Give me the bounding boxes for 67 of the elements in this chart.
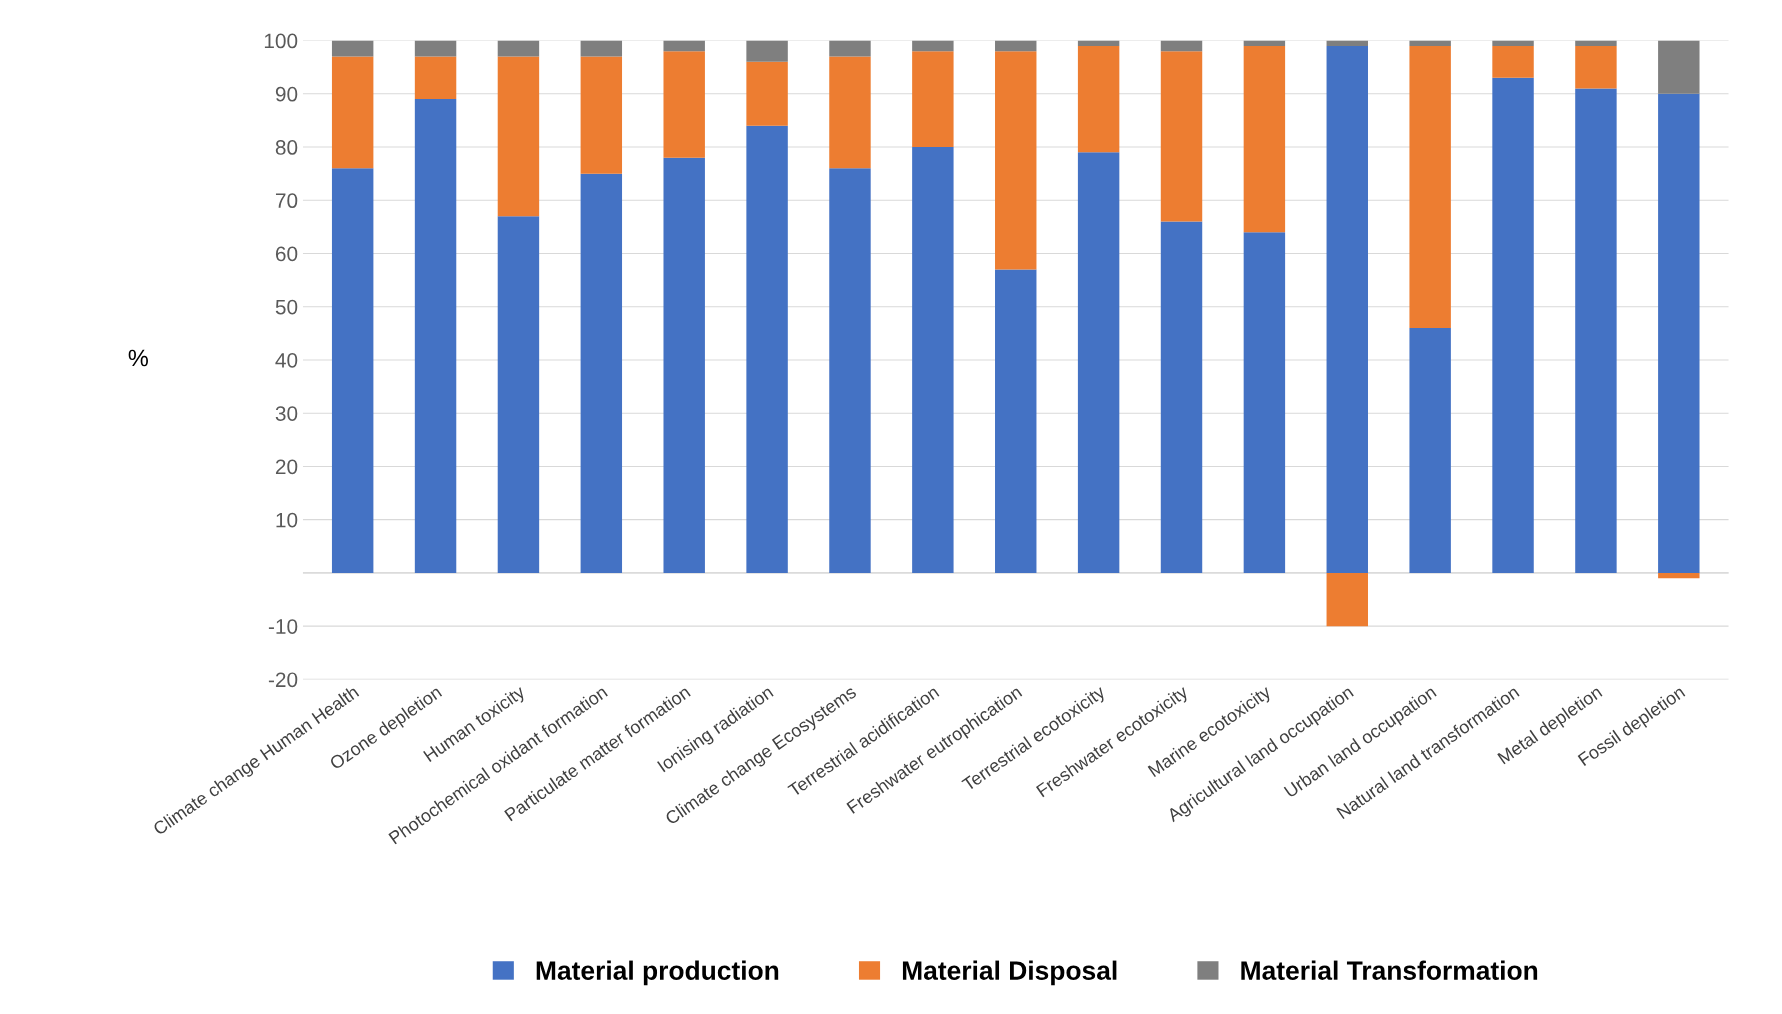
bar bbox=[1243, 45, 1286, 233]
bar bbox=[1409, 40, 1451, 46]
bar bbox=[331, 40, 374, 57]
bar bbox=[995, 40, 1037, 52]
bar bbox=[1492, 40, 1534, 46]
bar bbox=[1492, 45, 1534, 78]
bar bbox=[580, 40, 623, 57]
legend-label: Material production bbox=[536, 960, 779, 986]
bar bbox=[1077, 40, 1120, 46]
bar bbox=[746, 61, 788, 126]
bar bbox=[663, 40, 705, 52]
bar bbox=[1077, 45, 1120, 153]
bar bbox=[1575, 88, 1617, 573]
bar bbox=[829, 40, 871, 57]
bar bbox=[1243, 232, 1286, 573]
bar bbox=[995, 51, 1037, 270]
bar bbox=[1077, 152, 1120, 573]
bar bbox=[497, 40, 540, 57]
y-tick-label: 70 bbox=[275, 193, 298, 209]
bar bbox=[580, 173, 623, 573]
y-tick-label: 90 bbox=[275, 86, 298, 102]
bar bbox=[912, 147, 954, 573]
bar bbox=[1658, 93, 1700, 573]
legend-label: Material Disposal bbox=[902, 960, 1117, 986]
bar bbox=[1326, 45, 1368, 573]
bar bbox=[829, 168, 871, 573]
bar bbox=[912, 51, 954, 148]
bar bbox=[746, 40, 788, 62]
bar bbox=[414, 56, 457, 100]
bar bbox=[497, 56, 540, 217]
bar bbox=[663, 51, 705, 158]
y-tick-label: 30 bbox=[275, 406, 298, 421]
y-tick-label: 10 bbox=[276, 512, 298, 528]
bar bbox=[414, 40, 457, 57]
bar bbox=[1658, 40, 1700, 94]
bar bbox=[1326, 572, 1368, 627]
bar bbox=[1658, 572, 1700, 579]
bar bbox=[331, 168, 374, 573]
y-tick-label: 60 bbox=[275, 246, 298, 262]
y-tick-label: 50 bbox=[275, 299, 298, 315]
bar bbox=[1575, 45, 1617, 89]
bar bbox=[1160, 221, 1203, 573]
legend-label: Material Transformation bbox=[1241, 960, 1538, 980]
bar bbox=[995, 269, 1037, 573]
bar bbox=[1326, 40, 1368, 46]
y-tick-label: 100 bbox=[264, 33, 298, 49]
bar bbox=[1160, 51, 1203, 222]
y-axis-title: % bbox=[128, 349, 148, 367]
bar bbox=[663, 157, 705, 573]
bar bbox=[1409, 45, 1451, 329]
bar bbox=[829, 56, 871, 169]
bar bbox=[1243, 40, 1286, 46]
y-tick-label: -20 bbox=[268, 672, 298, 688]
y-tick-label: 40 bbox=[275, 352, 298, 368]
bar bbox=[1409, 328, 1451, 573]
bar bbox=[414, 99, 457, 573]
bar bbox=[331, 56, 374, 169]
bar bbox=[1575, 40, 1617, 46]
y-tick-label: -10 bbox=[268, 619, 298, 634]
y-tick-label: 80 bbox=[275, 140, 298, 155]
bar bbox=[580, 56, 623, 174]
bar bbox=[912, 40, 954, 52]
bar bbox=[746, 125, 788, 573]
bar bbox=[1160, 40, 1203, 52]
bar bbox=[1492, 77, 1534, 573]
y-tick-label: 20 bbox=[275, 459, 298, 475]
bar bbox=[497, 216, 540, 573]
